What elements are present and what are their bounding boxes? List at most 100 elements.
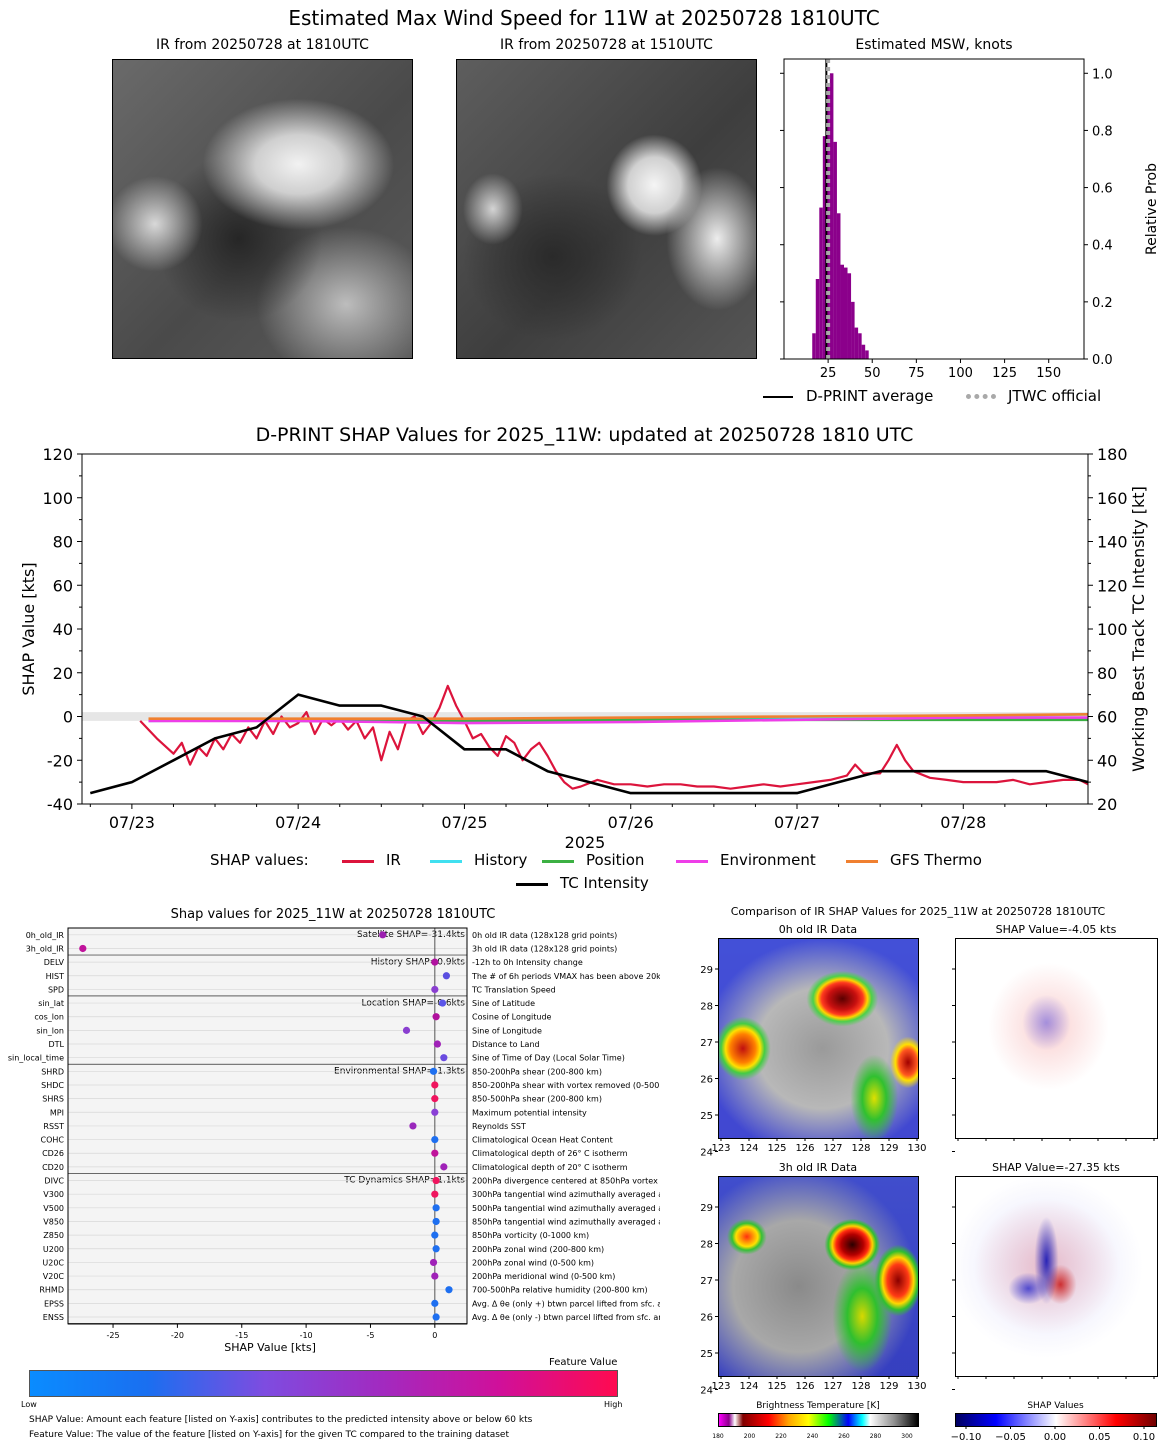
msw-y-tick-label: 0.2 bbox=[1092, 296, 1113, 311]
feature-description: Sine of Longitude bbox=[472, 1026, 542, 1035]
ts-y-tick-label-left: 0 bbox=[63, 708, 73, 727]
feature-description: 850-200hPa shear with vortex removed (0-… bbox=[472, 1081, 660, 1090]
shap-legend-header: SHAP values: bbox=[210, 851, 309, 869]
feature-description: Sine of Time of Day (Local Solar Time) bbox=[472, 1054, 625, 1063]
feature-description: Maximum potential intensity bbox=[472, 1108, 587, 1117]
feature-name: 0h_old_IR bbox=[26, 931, 65, 940]
histogram-bar-14 bbox=[861, 344, 866, 359]
feature-name: HIST bbox=[46, 972, 64, 981]
jtwc-legend-line bbox=[966, 394, 996, 399]
msw-legend: D-PRINT average JTWC official bbox=[760, 386, 1120, 408]
shap-map-0h bbox=[955, 938, 1158, 1139]
ts-x-tick-label: 07/28 bbox=[940, 813, 986, 832]
feature-name: U20C bbox=[42, 1258, 64, 1267]
feature-description: Distance to Land bbox=[472, 1040, 540, 1049]
feature-shap-point bbox=[402, 1026, 411, 1034]
feature-name: ENSS bbox=[43, 1313, 64, 1322]
map-x-tick-label: 123 bbox=[711, 1381, 730, 1392]
feature-group-band bbox=[68, 1064, 467, 1174]
histogram-bar-15 bbox=[865, 350, 869, 359]
ts-y-tick-label-right: 80 bbox=[1097, 664, 1117, 683]
feature-shap-point bbox=[431, 1095, 439, 1103]
panel-3h-title: 3h old IR Data bbox=[778, 1161, 858, 1174]
feature-name: CD20 bbox=[42, 1163, 64, 1172]
feature-shap-point bbox=[440, 1163, 448, 1171]
feature-name: V20C bbox=[43, 1272, 65, 1281]
feature-shap-point bbox=[431, 1081, 439, 1089]
feature-shap-point bbox=[431, 1149, 439, 1157]
msw-axes-frame bbox=[783, 58, 1085, 360]
feature-shap-point bbox=[440, 1054, 448, 1062]
ir-mid-title: IR from 20250728 at 1510UTC bbox=[500, 37, 713, 53]
histogram-bar-9 bbox=[844, 267, 848, 359]
feature-name: RHMD bbox=[39, 1286, 64, 1295]
feature-shap-point bbox=[431, 1299, 439, 1307]
map-y-tick-label: 26 bbox=[700, 1313, 713, 1324]
map-x-tick-label: 128 bbox=[851, 1143, 870, 1154]
shap-timeseries-chart: -40 -20 0 20 40 60 80 100 120 20 40 60 80 100 120 140 16… bbox=[19, 445, 1148, 852]
feature-description: Cosine of Longitude bbox=[472, 1013, 552, 1022]
series-ir bbox=[139, 684, 1089, 790]
ts-x-tick-label: 07/27 bbox=[774, 813, 820, 832]
histogram-bar-2 bbox=[819, 207, 823, 359]
bt-tick-label: 300 bbox=[901, 1433, 913, 1440]
dprint-legend-line bbox=[763, 396, 793, 398]
msw-x-tick-label: 150 bbox=[1036, 366, 1061, 381]
histogram-bar-13 bbox=[858, 333, 862, 359]
shap-tick-label: 0.05 bbox=[1088, 1432, 1110, 1443]
feature-name: sin_local_time bbox=[8, 1054, 64, 1063]
legend-line-ir bbox=[342, 860, 374, 863]
feature-shap-point bbox=[429, 1258, 438, 1267]
shap-tick-label: 0.00 bbox=[1044, 1432, 1066, 1443]
feature-description: Avg. Δ θe (only -) btwn parcel lifted fr… bbox=[472, 1313, 660, 1322]
histogram-bar-0 bbox=[812, 333, 816, 359]
ts-y-tick-label-right: 180 bbox=[1097, 445, 1128, 464]
ts-x-axis-label: 2025 bbox=[565, 833, 606, 852]
ir-left-title: IR from 20250728 at 1810UTC bbox=[156, 37, 369, 53]
feature-shap-point bbox=[431, 1135, 439, 1144]
histogram-bar-6 bbox=[833, 141, 837, 359]
feature-axes-frame bbox=[67, 927, 468, 1325]
feature-shap-point bbox=[433, 1040, 441, 1048]
feature-shap-point bbox=[431, 1108, 439, 1116]
feature-x-axis-label: SHAP Value [kts] bbox=[224, 1341, 316, 1354]
histogram-bar-10 bbox=[847, 273, 852, 359]
colorbar-high: High bbox=[604, 1400, 623, 1409]
histogram-bar-1 bbox=[815, 279, 820, 359]
feature-shap-point bbox=[409, 1122, 417, 1130]
feature-name: SHRD bbox=[41, 1067, 64, 1076]
ts-y-tick-label-right: 60 bbox=[1097, 708, 1117, 727]
msw-y-tick-label: 1.0 bbox=[1092, 67, 1113, 82]
feature-description: The # of 6h periods VMAX has been above … bbox=[471, 972, 660, 981]
legend-label-environment: Environment bbox=[720, 851, 816, 869]
feature-x-tick-label: -15 bbox=[235, 1331, 248, 1340]
dprint-legend-label: D-PRINT average bbox=[806, 387, 934, 405]
bt-tick-label: 260 bbox=[838, 1433, 850, 1440]
feature-x-tick-label: 0 bbox=[432, 1331, 437, 1340]
feature-shap-point bbox=[379, 931, 387, 939]
ts-y-tick-label-left: -40 bbox=[47, 795, 73, 814]
feature-description: 850-200hPa shear (200-800 km) bbox=[472, 1067, 602, 1076]
ts-x-tick-label: 07/26 bbox=[608, 813, 654, 832]
msw-y-tick-label: 0.4 bbox=[1092, 239, 1113, 254]
legend-line-environment bbox=[676, 860, 708, 863]
zero-band bbox=[82, 712, 1088, 721]
feature-shap-point bbox=[432, 1204, 440, 1212]
map-y-tick-label: 25 bbox=[700, 1349, 713, 1360]
feature-shap-point bbox=[432, 1245, 440, 1253]
jtwc-legend-label: JTWC official bbox=[1008, 387, 1102, 405]
feature-description: 0h old IR data (128x128 grid points) bbox=[472, 931, 617, 940]
bt-colorbar-label: Brightness Temperature [K] bbox=[756, 1401, 880, 1411]
feature-description: 850hPa vorticity (0-1000 km) bbox=[472, 1231, 589, 1240]
feature-shap-point bbox=[431, 1231, 439, 1239]
map-x-tick-label: 130 bbox=[907, 1381, 926, 1392]
feature-name: SHDC bbox=[41, 1081, 64, 1090]
feature-shap-point bbox=[432, 1176, 440, 1185]
legend-label-gfs-thermo: GFS Thermo bbox=[890, 851, 982, 869]
ts-x-tick-label: 07/23 bbox=[109, 813, 155, 832]
series-tc-intensity bbox=[89, 693, 1089, 795]
ir-0h-image bbox=[718, 938, 919, 1139]
legend-label-position: Position bbox=[586, 851, 645, 869]
feature-description: 200hPa zonal wind (0-500 km) bbox=[472, 1258, 594, 1267]
